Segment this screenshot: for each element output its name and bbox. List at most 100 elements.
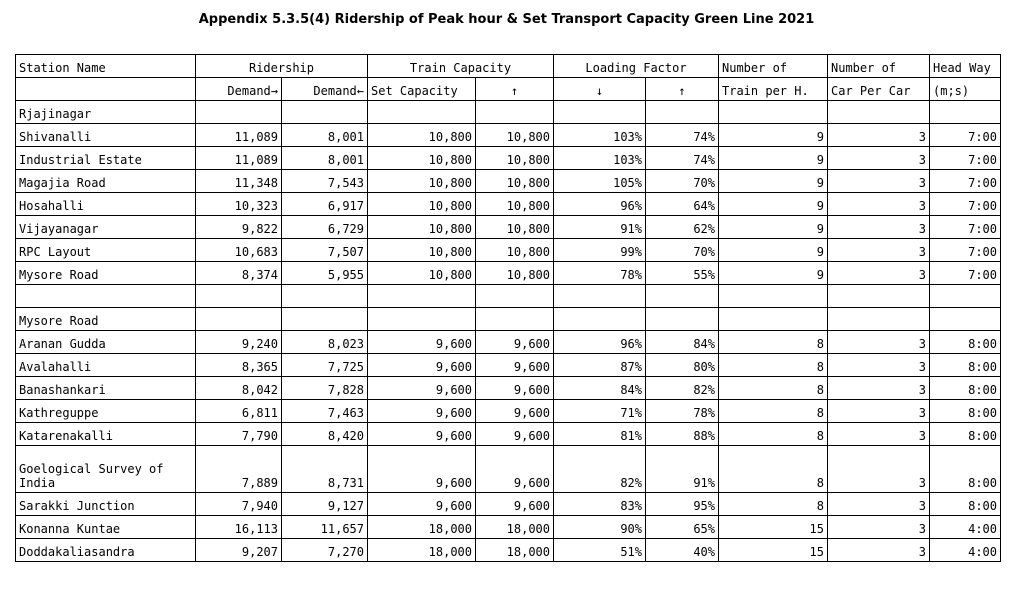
trains-per-hour: 8 [718,445,828,493]
station-name-header: Station Name [15,54,196,78]
empty-cell [645,100,719,124]
set-capacity: 9,600 [367,330,476,354]
demand-forward: 8,365 [195,353,282,377]
station-name: Mysore Road [15,261,196,285]
empty-cell [367,100,476,124]
demand-back: 8,001 [281,146,368,170]
table-row: Goelogical Survey of India 7,889 8,731 9,60… [15,445,1001,493]
loading-factor-up: 78% [645,399,719,423]
empty-cell [281,307,368,331]
demand-back: 7,507 [281,238,368,262]
loading-factor-down: 87% [553,353,646,377]
headway: 7:00 [929,192,1001,216]
header-row-2: Demand→ Demand← Set Capacity ↑ ↓ ↑ Train… [15,77,1001,101]
station-name: Konanna Kuntae [15,515,196,539]
station-name: Banashankari [15,376,196,400]
cars-per-train: 3 [827,261,930,285]
cars-per-train: 3 [827,445,930,493]
demand-back: 7,828 [281,376,368,400]
cars-per-train: 3 [827,192,930,216]
empty-cell [827,284,930,308]
headway: 4:00 [929,538,1001,562]
demand-back: 7,270 [281,538,368,562]
table-row: RPC Layout 10,683 7,507 10,800 10,800 99% 70% 9… [15,238,1001,262]
set-capacity: 9,600 [367,492,476,516]
loading-factor-down: 78% [553,261,646,285]
loading-factor-up: 62% [645,215,719,239]
trains-per-hour: 8 [718,399,828,423]
demand-back: 6,917 [281,192,368,216]
empty-cell [367,284,476,308]
empty-cell [195,284,282,308]
demand-forward: 11,089 [195,146,282,170]
table-row: Katarenakalli 7,790 8,420 9,600 9,600 81% 88% 8… [15,422,1001,446]
headway: 8:00 [929,445,1001,493]
cars-per-train: 3 [827,330,930,354]
empty-cell [827,307,930,331]
loading-factor-down: 82% [553,445,646,493]
cars-per-train: 3 [827,353,930,377]
demand-back: 11,657 [281,515,368,539]
table-row: Magajia Road 11,348 7,543 10,800 10,800 105% 7… [15,169,1001,193]
station-name: Industrial Estate [15,146,196,170]
loading-factor-down: 105% [553,169,646,193]
loading-factor-up: 95% [645,492,719,516]
empty-cell [367,307,476,331]
trains-per-hour: 9 [718,123,828,147]
loading-factor-down: 96% [553,192,646,216]
set-capacity: 10,800 [367,261,476,285]
loading-factor-up: 64% [645,192,719,216]
trains-per-hour: 8 [718,492,828,516]
empty-cell [281,284,368,308]
loading-factor-down: 96% [553,330,646,354]
lf-down-header: ↓ [553,77,646,101]
headway: 7:00 [929,261,1001,285]
empty-cell [281,100,368,124]
num-trains-header: Number of [718,54,828,78]
trains-per-hour: 8 [718,376,828,400]
capacity-up: 10,800 [475,215,554,239]
spacer-row [15,284,1001,308]
capacity-up: 9,600 [475,330,554,354]
demand-back-header: Demand← [281,77,368,101]
loading-factor-up: 70% [645,238,719,262]
loading-factor-up: 70% [645,169,719,193]
set-capacity: 9,600 [367,376,476,400]
car-per-car-header: Car Per Car [827,77,930,101]
empty-cell [929,284,1001,308]
table-row: Vijayanagar 9,822 6,729 10,800 10,800 91% 62% 9… [15,215,1001,239]
capacity-up: 10,800 [475,192,554,216]
trains-per-hour: 9 [718,192,828,216]
demand-forward: 8,042 [195,376,282,400]
loading-factor-down: 103% [553,123,646,147]
demand-forward: 10,323 [195,192,282,216]
trains-per-hour: 8 [718,422,828,446]
table-row: Sarakki Junction 7,940 9,127 9,600 9,600 83% 9… [15,492,1001,516]
table-row: Doddakaliasandra 9,207 7,270 18,000 18,000 51… [15,538,1001,562]
empty-cell [827,100,930,124]
table-row: Hosahalli 10,323 6,917 10,800 10,800 96% 64% 9 3… [15,192,1001,216]
capacity-up: 9,600 [475,376,554,400]
headway-unit-header: (m;s) [929,77,1001,101]
loading-factor-header: Loading Factor [553,54,719,78]
headway: 7:00 [929,123,1001,147]
trains-per-hour: 8 [718,353,828,377]
section-header: Rjajinagar [15,100,196,124]
loading-factor-down: 90% [553,515,646,539]
loading-factor-down: 91% [553,215,646,239]
empty-cell [718,307,828,331]
capacity-up: 10,800 [475,146,554,170]
empty-cell [645,307,719,331]
headway: 8:00 [929,330,1001,354]
num-cars-header: Number of [827,54,930,78]
set-capacity-header: Set Capacity [367,77,476,101]
demand-forward: 7,940 [195,492,282,516]
headway: 7:00 [929,215,1001,239]
station-name: Goelogical Survey of India [15,445,196,493]
trains-per-hour: 15 [718,538,828,562]
demand-forward: 7,889 [195,445,282,493]
trains-per-hour: 9 [718,238,828,262]
section-header-row: Rjajinagar [15,100,1001,124]
empty-cell [475,100,554,124]
capacity-up: 9,600 [475,353,554,377]
